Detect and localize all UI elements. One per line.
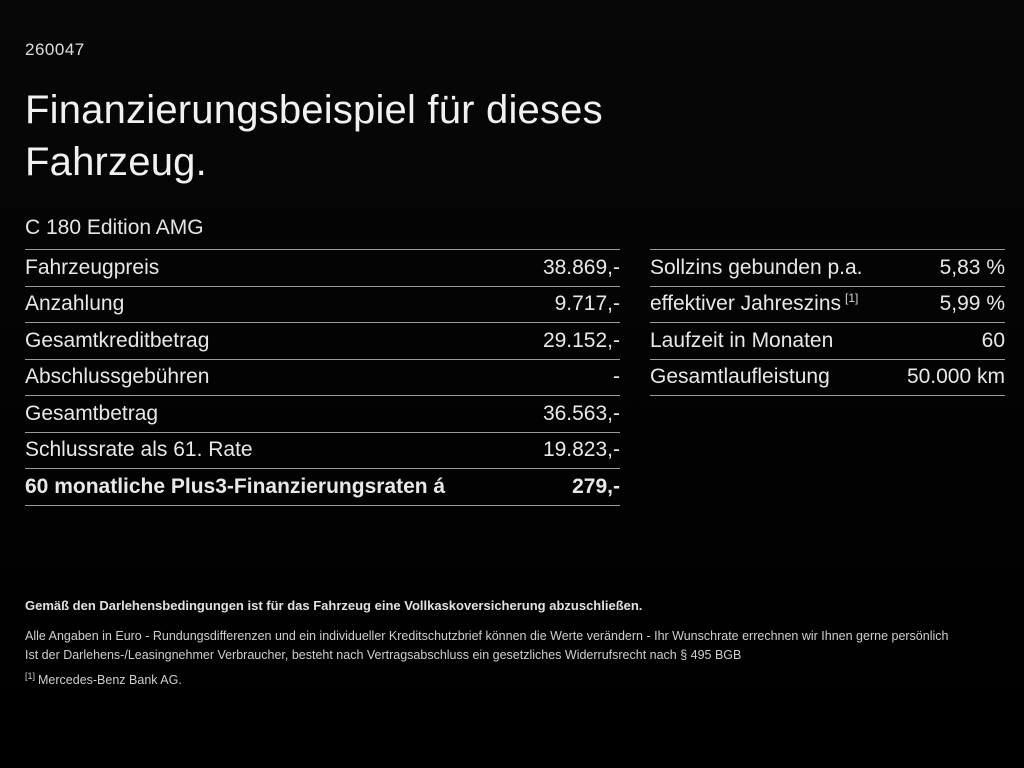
table-row: Gesamtlaufleistung 50.000 km	[650, 360, 1005, 396]
legal-footer: Gemäß den Darlehensbedingungen ist für d…	[25, 598, 985, 687]
row-value: 38.869,-	[542, 255, 620, 279]
footer-insurance-note: Gemäß den Darlehensbedingungen ist für d…	[25, 598, 643, 613]
table-row-monthly-rate: 60 monatliche Plus3-Finanzierungsraten á…	[25, 469, 620, 506]
table-row: effektiver Jahreszins [1] 5,99 %	[650, 287, 1005, 323]
footnote-marker: [1]	[25, 671, 36, 681]
row-label: Fahrzeugpreis	[25, 255, 160, 279]
table-row: Gesamtkreditbetrag 29.152,-	[25, 323, 620, 360]
table-row: Schlussrate als 61. Rate 19.823,-	[25, 433, 620, 469]
row-value: 50.000 km	[906, 365, 1005, 389]
table-row: Abschlussgebühren -	[25, 360, 620, 396]
row-value: -	[613, 365, 620, 389]
table-row: Sollzins gebunden p.a. 5,83 %	[650, 250, 1005, 287]
table-row: Anzahlung 9.717,-	[25, 287, 620, 323]
financing-table-right: Sollzins gebunden p.a. 5,83 % effektiver…	[650, 249, 1005, 396]
table-row: Laufzeit in Monaten 60	[650, 323, 1005, 360]
footnote-reference: [1]	[845, 291, 859, 306]
row-label: Anzahlung	[25, 292, 125, 316]
row-label: Gesamtbetrag	[25, 401, 159, 425]
vehicle-model: C 180 Edition AMG	[25, 216, 204, 239]
row-value: 9.717,-	[554, 292, 620, 316]
financing-tables: Fahrzeugpreis 38.869,- Anzahlung 9.717,-…	[25, 249, 1005, 506]
financing-table-left: Fahrzeugpreis 38.869,- Anzahlung 9.717,-…	[25, 249, 620, 506]
row-label: 60 monatliche Plus3-Finanzierungsraten á	[25, 474, 446, 498]
table-row: Gesamtbetrag 36.563,-	[25, 396, 620, 433]
row-value: 279,-	[572, 474, 620, 498]
row-value: 36.563,-	[542, 401, 620, 425]
row-label: Gesamtlaufleistung	[650, 365, 830, 389]
row-value: 5,83 %	[939, 255, 1005, 279]
row-value: 29.152,-	[542, 328, 620, 352]
footer-disclaimer-line: Alle Angaben in Euro - Rundungsdifferenz…	[25, 629, 949, 643]
row-label: Gesamtkreditbetrag	[25, 328, 210, 352]
document-number: 260047	[25, 40, 85, 59]
row-label: Sollzins gebunden p.a.	[650, 255, 863, 279]
row-value: 60	[981, 328, 1005, 352]
row-label: Schlussrate als 61. Rate	[25, 438, 253, 462]
row-value: 5,99 %	[939, 292, 1005, 316]
page-title: Finanzierungsbeispiel für dieses Fahrzeu…	[25, 88, 603, 184]
footnote-text: Mercedes-Benz Bank AG.	[38, 673, 182, 688]
footer-disclaimer-line: Ist der Darlehens-/Leasingnehmer Verbrau…	[25, 648, 742, 662]
row-label: Abschlussgebühren	[25, 365, 210, 389]
row-label: effektiver Jahreszins [1]	[650, 291, 859, 316]
row-value: 19.823,-	[542, 438, 620, 462]
table-row: Fahrzeugpreis 38.869,-	[25, 250, 620, 287]
row-label: Laufzeit in Monaten	[650, 328, 834, 352]
footer-footnote: [1] Mercedes-Benz Bank AG.	[25, 671, 985, 687]
